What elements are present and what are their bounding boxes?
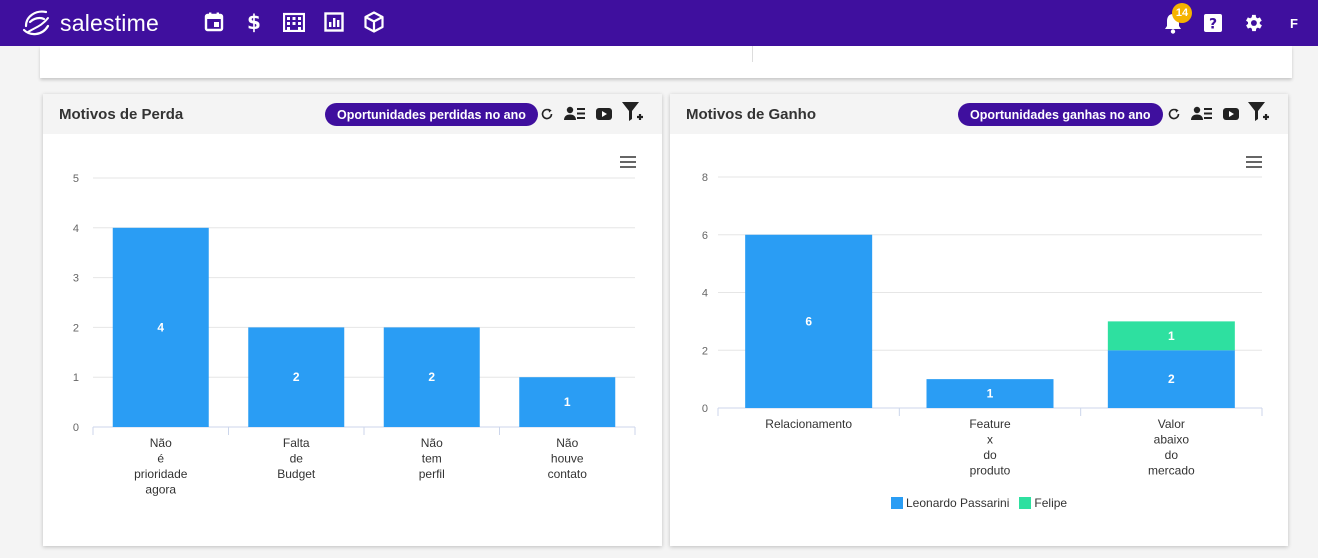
bar — [926, 379, 1054, 408]
loss-reasons-panel: Motivos de Perda Oportunidades perdidas … — [43, 94, 662, 546]
bar-data-label: 6 — [805, 314, 812, 328]
brand-name: salestime — [60, 9, 159, 36]
brand-logo[interactable]: salestime — [20, 6, 159, 40]
svg-text:$: $ — [247, 11, 261, 33]
main-nav: $ — [203, 10, 385, 34]
x-category-label: Falta — [283, 436, 310, 450]
refresh-icon[interactable] — [1167, 104, 1181, 124]
legend-swatch — [891, 497, 903, 509]
x-category-label: do — [983, 448, 997, 462]
logo-mark-icon — [22, 10, 50, 36]
bar — [1107, 321, 1235, 351]
user-list-icon[interactable] — [1191, 104, 1213, 124]
y-tick-label: 5 — [73, 173, 79, 185]
panel-title: Motivos de Perda — [59, 106, 184, 123]
bar-data-label: 2 — [428, 370, 435, 384]
package-icon[interactable] — [363, 10, 385, 34]
x-category-label: abaixo — [1154, 433, 1190, 447]
y-tick-label: 2 — [702, 345, 708, 357]
win-reasons-panel: Motivos de Ganho Oportunidades ganhas no… — [670, 94, 1288, 546]
building-icon[interactable] — [283, 10, 305, 34]
bar — [1107, 350, 1235, 408]
y-tick-label: 0 — [702, 403, 708, 415]
top-navigation-bar: salestime $ 14 ? F — [0, 0, 1318, 46]
y-tick-label: 1 — [73, 372, 79, 384]
y-tick-label: 2 — [73, 322, 79, 334]
y-tick-label: 8 — [702, 172, 708, 184]
x-category-label: Relacionamento — [765, 417, 852, 431]
bar — [383, 327, 480, 427]
user-list-icon[interactable] — [564, 104, 586, 124]
x-category-label: Não — [556, 436, 578, 450]
x-category-label: x — [987, 433, 993, 447]
add-filter-icon[interactable] — [621, 102, 645, 122]
x-category-label: de — [290, 452, 304, 466]
bar-data-label: 1 — [987, 387, 994, 401]
report-chart-icon[interactable] — [323, 10, 345, 34]
bar-data-label: 1 — [564, 395, 571, 409]
previous-panel-bottom — [40, 46, 1292, 78]
legend-item[interactable]: Leonardo Passarini — [891, 496, 1009, 510]
y-tick-label: 4 — [702, 288, 708, 300]
legend-label: Leonardo Passarini — [906, 496, 1010, 510]
bar-data-label: 4 — [157, 320, 164, 334]
x-category-label: produto — [970, 464, 1011, 478]
bar — [248, 327, 345, 427]
win-reasons-stacked-bar-chart: 024686Relacionamento1Featurexdoproduto21… — [702, 172, 1263, 478]
y-tick-label: 3 — [73, 273, 79, 285]
period-filter-button[interactable]: Oportunidades perdidas no ano — [325, 103, 538, 126]
panel-title: Motivos de Ganho — [686, 106, 817, 123]
add-filter-icon[interactable] — [1247, 102, 1271, 122]
panel-header: Motivos de Perda Oportunidades perdidas … — [43, 94, 662, 134]
x-category-label: é — [157, 452, 164, 466]
refresh-icon[interactable] — [540, 104, 554, 124]
x-category-label: perfil — [419, 467, 445, 481]
video-play-icon[interactable] — [596, 104, 612, 124]
x-category-label: Budget — [277, 467, 316, 481]
svg-text:?: ? — [1209, 17, 1217, 33]
x-category-label: houve — [551, 452, 584, 466]
legend-swatch — [1019, 497, 1032, 509]
x-category-label: tem — [422, 452, 442, 466]
chart-menu-icon[interactable] — [1246, 156, 1262, 168]
x-category-label: do — [1165, 448, 1179, 462]
legend-label: Felipe — [1034, 496, 1068, 510]
x-category-label: Não — [421, 436, 443, 450]
dollar-icon[interactable]: $ — [243, 10, 265, 34]
bar — [745, 234, 873, 408]
y-tick-label: 0 — [73, 422, 79, 434]
settings-gear-icon[interactable] — [1242, 12, 1264, 34]
notification-count-badge: 14 — [1172, 3, 1193, 23]
period-filter-button[interactable]: Oportunidades ganhas no ano — [958, 103, 1163, 126]
legend-item[interactable]: Felipe — [1019, 496, 1067, 510]
help-icon[interactable]: ? — [1202, 12, 1224, 34]
user-avatar-initial[interactable]: F — [1290, 15, 1298, 31]
header-actions: 14 ? F — [1162, 0, 1318, 46]
y-tick-label: 6 — [702, 230, 708, 242]
bar — [112, 227, 209, 427]
y-tick-label: 4 — [73, 223, 79, 235]
x-category-label: Não — [150, 436, 172, 450]
x-category-label: agora — [145, 483, 176, 497]
x-category-label: contato — [548, 467, 588, 481]
calendar-icon[interactable] — [203, 10, 225, 34]
panel-header: Motivos de Ganho Oportunidades ganhas no… — [670, 94, 1288, 134]
x-category-label: prioridade — [134, 467, 188, 481]
bar — [519, 377, 616, 427]
bar-data-label: 2 — [1168, 372, 1175, 386]
bar-data-label: 1 — [1168, 329, 1175, 343]
bar-data-label: 2 — [293, 370, 300, 384]
video-play-icon[interactable] — [1223, 104, 1239, 124]
x-category-label: Valor — [1158, 417, 1185, 431]
x-category-label: mercado — [1148, 464, 1195, 478]
x-category-label: Feature — [969, 417, 1011, 431]
notifications-bell-icon[interactable]: 14 — [1162, 3, 1193, 34]
panel-divider — [752, 46, 753, 62]
chart-menu-icon[interactable] — [620, 156, 636, 168]
chart-legend: Leonardo Passarini Felipe — [891, 496, 1077, 510]
